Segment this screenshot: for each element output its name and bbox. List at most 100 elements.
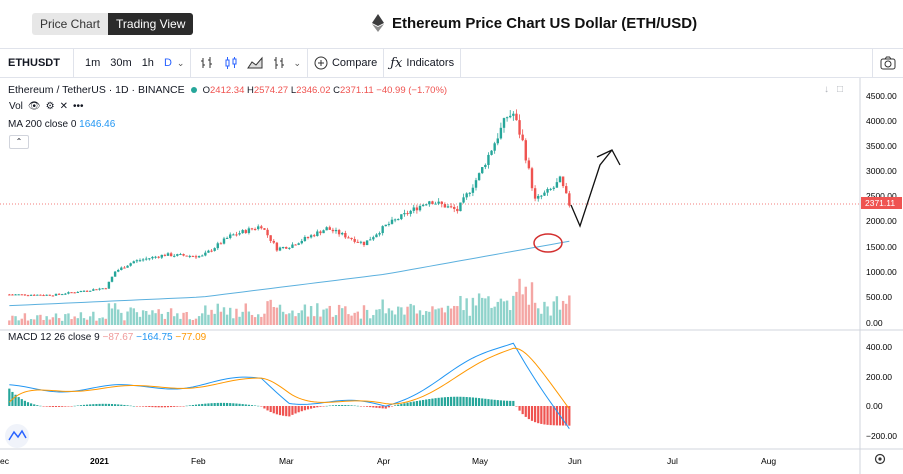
annotation-circle — [533, 233, 563, 253]
volume-bar — [403, 314, 406, 325]
alert-icon[interactable] — [269, 53, 289, 73]
macd-axis[interactable]: 400.00 200.00 0.00 −200.00 — [866, 342, 897, 441]
candle-body — [173, 255, 176, 257]
macd-hist-bar — [170, 406, 173, 408]
toolbar-divider — [383, 49, 385, 77]
view-tabs: Price Chart Trading View — [32, 13, 194, 35]
candle-body — [117, 270, 120, 272]
candle-body — [365, 240, 369, 246]
eye-icon[interactable]: 👁 — [27, 101, 41, 112]
time-tick: Apr — [377, 456, 390, 466]
price-tick: 0.00 — [866, 318, 883, 328]
macd-hist-bar — [366, 406, 369, 407]
volume-bar — [36, 315, 39, 325]
close-icon[interactable]: ✕ — [59, 101, 68, 112]
ethereum-icon — [372, 14, 384, 32]
candle-body — [518, 120, 521, 135]
candle-body — [487, 154, 490, 165]
area-icon[interactable] — [245, 53, 265, 73]
candle-body — [213, 248, 216, 251]
tab-price-chart[interactable]: Price Chart — [32, 13, 109, 35]
macd-hist-bar — [33, 404, 36, 406]
timeframe-1m[interactable]: 1m — [85, 57, 101, 69]
macd-hist-bar — [562, 406, 565, 426]
macd-hist-bar — [250, 405, 254, 406]
candle-body — [468, 192, 471, 194]
macd-hist-bar — [446, 397, 450, 406]
volume-bar — [530, 282, 534, 325]
candle-body — [428, 201, 431, 205]
macd-hist-bar — [73, 405, 76, 407]
volume-bar — [39, 314, 42, 325]
candle-body — [297, 243, 300, 245]
volume-bar — [185, 312, 188, 325]
settings-icon[interactable]: ⚙ — [45, 101, 55, 112]
candle-body — [67, 292, 70, 294]
tradingview-logo-icon[interactable] — [5, 424, 29, 448]
timeframe-30m[interactable]: 30m — [110, 57, 132, 69]
candle-body — [126, 265, 129, 268]
macd-label[interactable]: MACD 12 26 close 9 — [8, 332, 100, 343]
volume-bar — [369, 318, 372, 325]
time-axis[interactable]: ec 2021 Feb Mar Apr May Jun Jul Aug — [0, 456, 776, 466]
chevron-down-icon[interactable]: ⌄ — [293, 57, 301, 68]
volume-bar — [166, 311, 170, 325]
chevron-down-icon[interactable]: ⌄ — [176, 57, 185, 68]
collapse-legend-button[interactable]: ⌃ — [9, 135, 29, 149]
indicators-button[interactable]: ƒx Indicators — [384, 49, 460, 77]
ma-label[interactable]: MA 200 close 0 — [8, 119, 77, 130]
macd-line-value: −164.75 — [136, 332, 173, 343]
volume-bar — [145, 311, 148, 325]
volume-bar — [266, 301, 269, 325]
macd-hist-bar — [568, 406, 571, 426]
more-icon[interactable]: ••• — [72, 101, 84, 112]
candle-body — [225, 237, 229, 239]
candle-body — [561, 176, 565, 187]
candle-body — [89, 290, 92, 292]
arrow-down-icon[interactable]: ↓ — [824, 84, 829, 95]
pair-label[interactable]: Ethereum / TetherUS · 1D · BINANCE — [8, 84, 185, 96]
price-axis[interactable]: 4500.00 4000.00 3500.00 3000.00 2500.00 … — [866, 91, 897, 328]
volume-bar — [390, 310, 394, 325]
volume-bar — [285, 314, 288, 325]
macd-hist-bar — [334, 405, 338, 406]
candle-body — [294, 244, 297, 246]
candles-icon[interactable] — [221, 53, 241, 73]
candle-body — [182, 254, 185, 256]
candle-body — [138, 260, 142, 262]
candle-body — [281, 247, 285, 249]
macd-hist-bar — [509, 400, 512, 406]
volume-bar — [294, 316, 297, 325]
volume-bar — [331, 316, 335, 325]
candle-body — [362, 241, 366, 246]
candle-body — [509, 115, 512, 118]
candle-body — [449, 206, 453, 208]
volume-bar — [210, 309, 213, 325]
macd-hist-bar — [415, 401, 418, 406]
candle-body — [493, 143, 496, 151]
candle-body — [359, 241, 363, 243]
volume-bar — [325, 308, 328, 325]
maximize-icon[interactable]: □ — [837, 84, 844, 95]
timeframe-1h[interactable]: 1h — [141, 57, 154, 69]
gear-icon[interactable] — [874, 453, 886, 465]
tab-trading-view[interactable]: Trading View — [108, 13, 194, 35]
volume-bar — [555, 296, 559, 325]
symbol-search[interactable]: ETHUSDT — [8, 57, 60, 69]
candle-body — [163, 254, 167, 256]
timeframe-d[interactable]: D — [163, 57, 172, 69]
macd-hist-bar — [471, 397, 474, 406]
volume-bar — [126, 311, 129, 325]
macd-hist-bar — [213, 403, 216, 406]
indicators-label: Indicators — [406, 57, 455, 69]
bars-icon[interactable] — [197, 53, 217, 73]
candle-body — [337, 229, 341, 235]
candle-body — [107, 281, 111, 289]
candle-body — [250, 228, 254, 230]
snapshot-button[interactable] — [873, 49, 903, 77]
volume-label[interactable]: Vol — [9, 101, 23, 112]
compare-button[interactable]: Compare — [308, 49, 383, 77]
price-chart[interactable]: 4500.00 4000.00 3500.00 3000.00 2500.00 … — [0, 78, 903, 474]
macd-hist-bar — [138, 406, 142, 407]
macd-hist-bar — [163, 406, 166, 408]
